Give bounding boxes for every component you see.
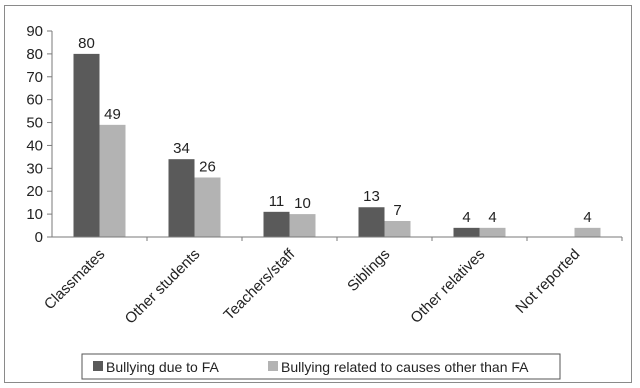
legend-label-other: Bullying related to causes other than FA	[281, 359, 529, 375]
y-tick: 90	[26, 23, 52, 40]
y-tick: 40	[26, 137, 52, 154]
value-labels: 80 49 34 26 11 10 13 7 4 4 4	[78, 35, 592, 226]
y-tick-label: 0	[35, 229, 43, 246]
x-axis: Classmates Other students Teachers/staff Si…	[41, 236, 623, 328]
bar-other-siblings	[384, 220, 411, 237]
y-tick-label: 80	[26, 46, 43, 63]
y-tick-label: 90	[26, 23, 43, 40]
data-label: 13	[363, 188, 380, 205]
bar-other-other-relatives	[479, 227, 506, 237]
legend: Bullying due to FA Bullying related to ca…	[81, 353, 561, 380]
bar-fa-other-students	[168, 159, 195, 237]
data-label: 7	[393, 202, 401, 219]
x-tick-label: Teachers/staff	[220, 245, 298, 323]
x-tick-label: Other relatives	[407, 246, 488, 327]
data-label: 4	[488, 209, 496, 226]
bar-fa-other-relatives	[453, 227, 480, 237]
y-axis: 0 10 20 30 40 50 60 70 80 90	[26, 23, 53, 246]
data-label: 80	[78, 35, 95, 52]
y-tick: 20	[26, 183, 52, 200]
x-tick-label: Siblings	[344, 246, 393, 295]
bar-other-classmates	[99, 124, 126, 237]
x-tick-label: Other students	[122, 246, 204, 328]
y-tick-label: 10	[26, 206, 43, 223]
legend-swatch-fa	[93, 361, 103, 371]
data-label: 11	[269, 193, 285, 210]
bar-other-other-students	[194, 177, 221, 237]
bar-fa-siblings	[358, 207, 385, 237]
bar-fa-classmates	[73, 53, 100, 238]
y-tick-label: 60	[26, 92, 43, 109]
bar-fa-teachers-staff	[263, 211, 290, 237]
data-label: 10	[294, 195, 311, 212]
y-tick: 60	[26, 92, 52, 109]
y-tick-label: 20	[26, 183, 43, 200]
data-label: 4	[583, 209, 591, 226]
y-tick: 50	[26, 115, 52, 132]
y-tick: 10	[26, 206, 52, 223]
y-tick-label: 70	[26, 69, 43, 86]
bars	[73, 53, 601, 238]
legend-swatch-other	[268, 361, 278, 371]
data-label: 34	[173, 140, 190, 157]
bar-other-teachers-staff	[289, 214, 316, 237]
y-tick-label: 40	[26, 137, 43, 154]
y-tick: 0	[35, 229, 52, 246]
x-tick-label: Not reported	[512, 246, 583, 317]
bar-other-not-reported	[574, 227, 601, 237]
y-tick: 30	[26, 160, 52, 177]
y-tick: 70	[26, 69, 52, 86]
y-tick-label: 50	[26, 115, 43, 132]
legend-box	[81, 353, 561, 380]
legend-label-fa: Bullying due to FA	[106, 359, 220, 375]
y-tick-label: 30	[26, 160, 43, 177]
x-tick-label: Classmates	[41, 246, 108, 313]
y-tick: 80	[26, 46, 52, 63]
data-label: 26	[199, 158, 216, 175]
data-label: 49	[104, 106, 121, 123]
data-label: 4	[462, 209, 470, 226]
